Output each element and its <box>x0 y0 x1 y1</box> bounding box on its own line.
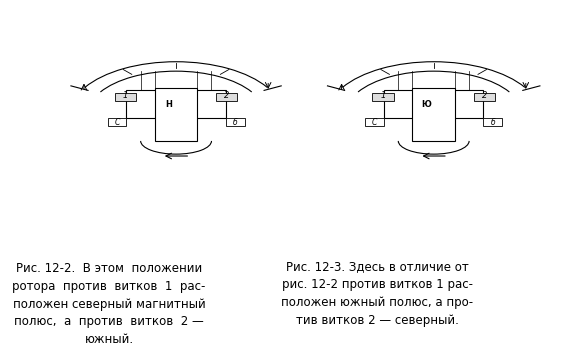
FancyBboxPatch shape <box>115 93 136 101</box>
Text: 2: 2 <box>224 91 230 100</box>
FancyBboxPatch shape <box>155 88 197 141</box>
FancyBboxPatch shape <box>483 118 502 126</box>
FancyBboxPatch shape <box>412 88 455 141</box>
Text: С: С <box>114 118 119 127</box>
Text: 1: 1 <box>380 91 386 100</box>
FancyBboxPatch shape <box>365 118 384 126</box>
FancyBboxPatch shape <box>226 118 245 126</box>
Text: южный.: южный. <box>85 333 133 346</box>
FancyBboxPatch shape <box>372 93 394 101</box>
FancyBboxPatch shape <box>107 118 126 126</box>
FancyBboxPatch shape <box>126 90 164 118</box>
Text: Рис. 12-2.  В этом  положении: Рис. 12-2. В этом положении <box>16 262 202 275</box>
FancyBboxPatch shape <box>188 90 226 118</box>
Text: тив витков 2 — северный.: тив витков 2 — северный. <box>296 314 459 327</box>
Text: Ю: Ю <box>422 100 432 109</box>
FancyBboxPatch shape <box>384 90 422 118</box>
Text: С: С <box>372 118 378 127</box>
Text: положен южный полюс, а про-: положен южный полюс, а про- <box>281 296 473 309</box>
FancyBboxPatch shape <box>474 93 495 101</box>
Text: Рис. 12-3. Здесь в отличие от: Рис. 12-3. Здесь в отличие от <box>286 260 469 273</box>
FancyBboxPatch shape <box>216 93 237 101</box>
Text: б: б <box>490 118 495 127</box>
Text: б: б <box>233 118 237 127</box>
Text: 1: 1 <box>122 91 128 100</box>
FancyBboxPatch shape <box>445 90 483 118</box>
Text: 2: 2 <box>482 91 487 100</box>
Text: ротора  против  витков  1  рас-: ротора против витков 1 рас- <box>12 280 206 293</box>
Text: рис. 12-2 против витков 1 рас-: рис. 12-2 против витков 1 рас- <box>282 278 473 291</box>
Text: Н: Н <box>165 100 172 109</box>
Text: полюс,  а  против  витков  2 —: полюс, а против витков 2 — <box>14 315 204 328</box>
Text: положен северный магнитный: положен северный магнитный <box>13 298 205 310</box>
